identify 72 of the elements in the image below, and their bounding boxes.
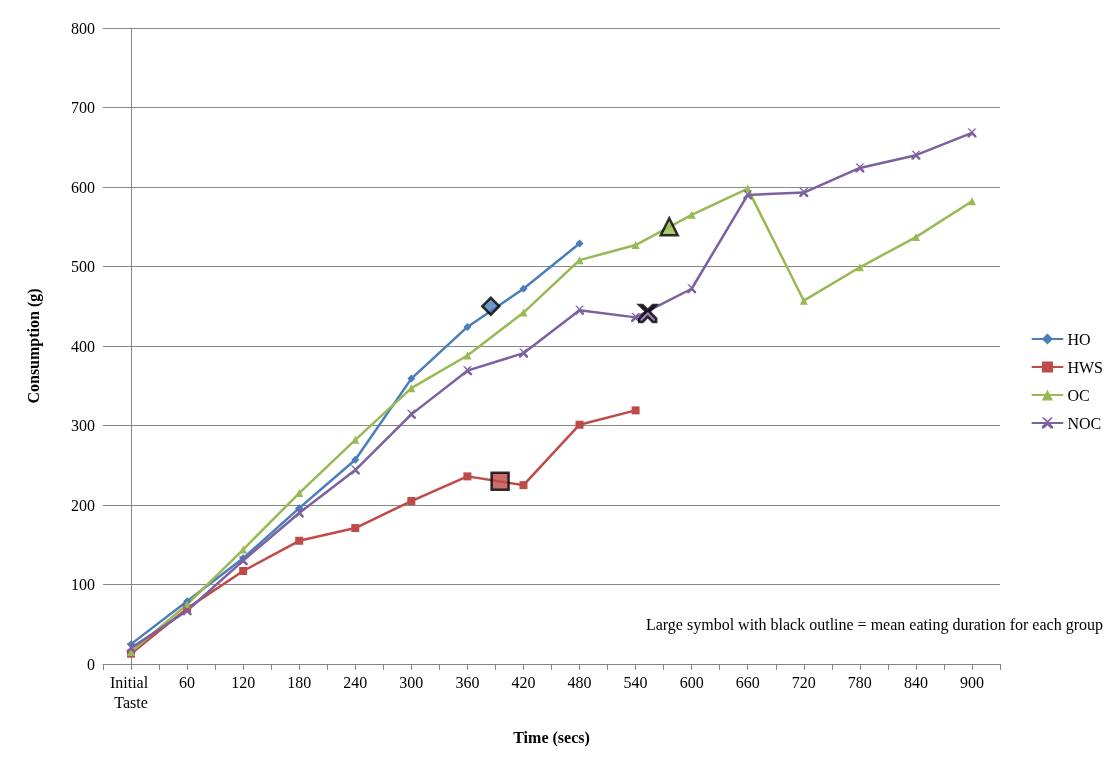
point [575,420,584,429]
point [406,409,416,419]
point [351,524,360,533]
y-tick-label: 800 [71,19,95,37]
point [295,536,304,545]
point [575,256,584,265]
legend-label: OC [1067,386,1090,404]
point [351,435,360,444]
y-tick-label: 400 [71,337,95,355]
x-tick-label: 540 [623,673,648,691]
point [407,384,416,393]
y-tick-label: 0 [87,655,95,673]
y-tick-label: 100 [71,576,95,593]
point [631,241,640,250]
y-tick-label: 200 [71,496,95,514]
y-tick-label: 600 [71,178,95,196]
x-tick-label: 660 [735,673,760,691]
legend-label: NOC [1067,414,1102,432]
point [519,308,528,317]
x-tick-label: 720 [791,673,816,691]
point [687,210,696,219]
x-tick-label: 360 [455,673,480,691]
point [575,305,585,315]
point [126,643,136,653]
y-tick-label: 300 [71,417,95,434]
point [350,465,360,475]
x-tick-label: 840 [903,673,928,691]
point [239,545,248,554]
point [463,351,472,360]
point [636,303,660,324]
y-axis-title: Consumption (g) [24,288,43,404]
point [575,239,584,248]
point [967,197,976,206]
x-tick-label: 300 [399,673,424,691]
point [855,163,865,173]
x-tick-label: 180 [287,673,312,691]
x-axis-title: Time (secs) [513,728,590,747]
x-tick-label: 600 [679,673,704,691]
point [743,190,753,200]
y-tick-label: 700 [71,99,95,116]
point [799,296,808,305]
x-tick-label: Initial Taste [109,673,153,711]
legend-label: HWS [1067,358,1104,376]
point [519,284,528,293]
point [490,471,510,491]
point [407,374,416,383]
point [687,284,697,294]
point [911,150,921,160]
annotation: Large symbol with black outline = mean eating duration for each group [645,615,1104,634]
point [463,322,472,331]
point [631,406,640,415]
point [463,472,472,481]
point [407,497,416,506]
point [799,188,809,198]
x-tick-label: 900 [959,673,984,691]
x-tick-label: 780 [847,673,872,691]
x-tick-label: 480 [567,673,592,691]
legend-label: HO [1067,330,1091,348]
x-tick-label: 240 [343,673,368,691]
point [481,296,501,316]
point [911,233,920,242]
point [239,566,248,575]
point [462,366,472,376]
x-tick-label: 420 [511,673,536,691]
point [519,481,528,490]
x-tick-label: 60 [179,673,196,691]
x-tick-label: 120 [231,673,256,691]
point [659,217,679,237]
point [518,348,528,358]
y-tick-label: 500 [71,258,95,275]
point [294,508,304,518]
point [351,455,360,464]
